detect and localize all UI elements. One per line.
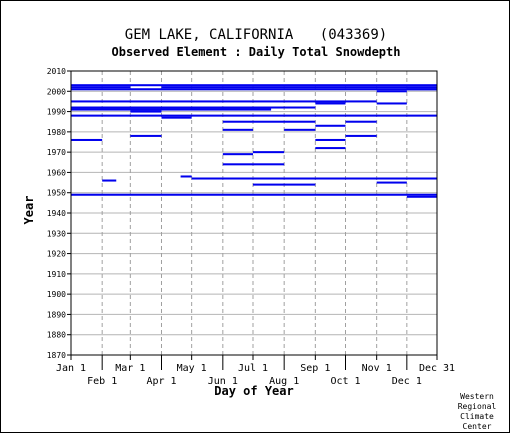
y-tick-label: 1900: [47, 290, 66, 299]
y-tick-label: 1980: [47, 128, 66, 137]
credit-line-2: Regional: [458, 402, 497, 411]
observation-bar: [71, 138, 103, 141]
x-tick-label: Dec 1: [392, 376, 422, 387]
observation-bar: [71, 193, 437, 196]
credit-line-3: Climate: [460, 412, 494, 421]
observation-bar: [376, 90, 407, 93]
observation-bar: [345, 120, 377, 123]
y-axis-ticks: 1870 1880 1890 1900 1910 1920 1930 1940 1950 1960…: [47, 67, 71, 360]
observation-bar: [161, 86, 437, 89]
x-tick-label: Feb 1: [87, 376, 117, 387]
observation-bar: [315, 147, 346, 150]
observation-bar: [71, 106, 316, 109]
y-tick-label: 1930: [47, 229, 66, 238]
observation-bar: [180, 175, 192, 178]
observation-bar: [222, 153, 253, 156]
x-tick-label: Jan 1: [56, 363, 86, 374]
y-tick-label: 1870: [47, 351, 66, 360]
x-tick-label: Oct 1: [330, 376, 360, 387]
observation-bar: [376, 102, 407, 105]
observation-bar: [252, 151, 285, 154]
y-tick-label: 1940: [47, 209, 66, 218]
chart-subtitle: Observed Element : Daily Total Snowdepth: [112, 45, 401, 59]
y-tick-label: 2000: [47, 87, 66, 96]
wrcc-credit: Western Regional Climate Center: [458, 392, 497, 431]
observation-bar: [252, 183, 316, 186]
observation-bar: [191, 177, 437, 180]
x-axis-ticks: Jan 1 Mar 1 May 1 Jul 1 Sep 1 Nov 1 Dec 31 Feb …: [56, 355, 455, 387]
observation-bar: [71, 114, 437, 117]
y-tick-label: 1960: [47, 168, 66, 177]
credit-line-1: Western: [460, 392, 494, 401]
y-tick-label: 1950: [47, 189, 66, 198]
y-tick-label: 1970: [47, 148, 66, 157]
observation-bars: [71, 84, 437, 198]
y-axis-label: Year: [22, 196, 36, 225]
observation-bar: [130, 110, 162, 113]
observation-bar: [222, 128, 253, 131]
x-tick-label: May 1: [177, 363, 207, 374]
observation-bar: [222, 163, 285, 166]
chart-title-id: (043369): [320, 27, 387, 43]
y-tick-label: 1920: [47, 250, 66, 259]
credit-line-4: Center: [463, 422, 492, 431]
observation-bar: [130, 134, 162, 137]
y-tick-label: 2010: [47, 67, 66, 76]
x-tick-label: Dec 31: [419, 363, 455, 374]
observation-bar: [345, 134, 377, 137]
y-tick-label: 1880: [47, 331, 66, 340]
x-tick-label: Jul 1: [238, 363, 268, 374]
chart-title: GEM LAKE, CALIFORNIA (043369): [125, 27, 387, 43]
observation-bar: [71, 84, 437, 87]
x-tick-label: Apr 1: [146, 376, 176, 387]
x-tick-label: Mar 1: [115, 363, 145, 374]
observation-bar: [222, 120, 316, 123]
chart-title-station: GEM LAKE, CALIFORNIA: [125, 27, 294, 43]
observation-bar: [161, 116, 192, 119]
y-tick-label: 1890: [47, 310, 66, 319]
observation-bar: [406, 88, 437, 91]
observation-bar: [315, 102, 346, 105]
x-tick-label: Aug 1: [269, 376, 299, 387]
observation-bar: [284, 128, 316, 131]
x-tick-label: Sep 1: [300, 363, 330, 374]
y-tick-label: 1910: [47, 270, 66, 279]
observation-bar: [406, 195, 437, 198]
observation-bar: [102, 179, 117, 182]
observation-bar: [71, 86, 131, 89]
observation-bar: [71, 108, 272, 111]
y-tick-label: 1990: [47, 108, 66, 117]
observation-bar: [315, 124, 346, 127]
observation-bar: [315, 138, 346, 141]
x-tick-label: Nov 1: [362, 363, 392, 374]
observation-bar: [71, 88, 437, 91]
grid: [71, 71, 437, 355]
observation-bar: [71, 100, 377, 103]
observation-bar: [376, 181, 407, 184]
x-tick-label: Jun 1: [208, 376, 238, 387]
x-axis-label: Day of Year: [214, 384, 293, 398]
